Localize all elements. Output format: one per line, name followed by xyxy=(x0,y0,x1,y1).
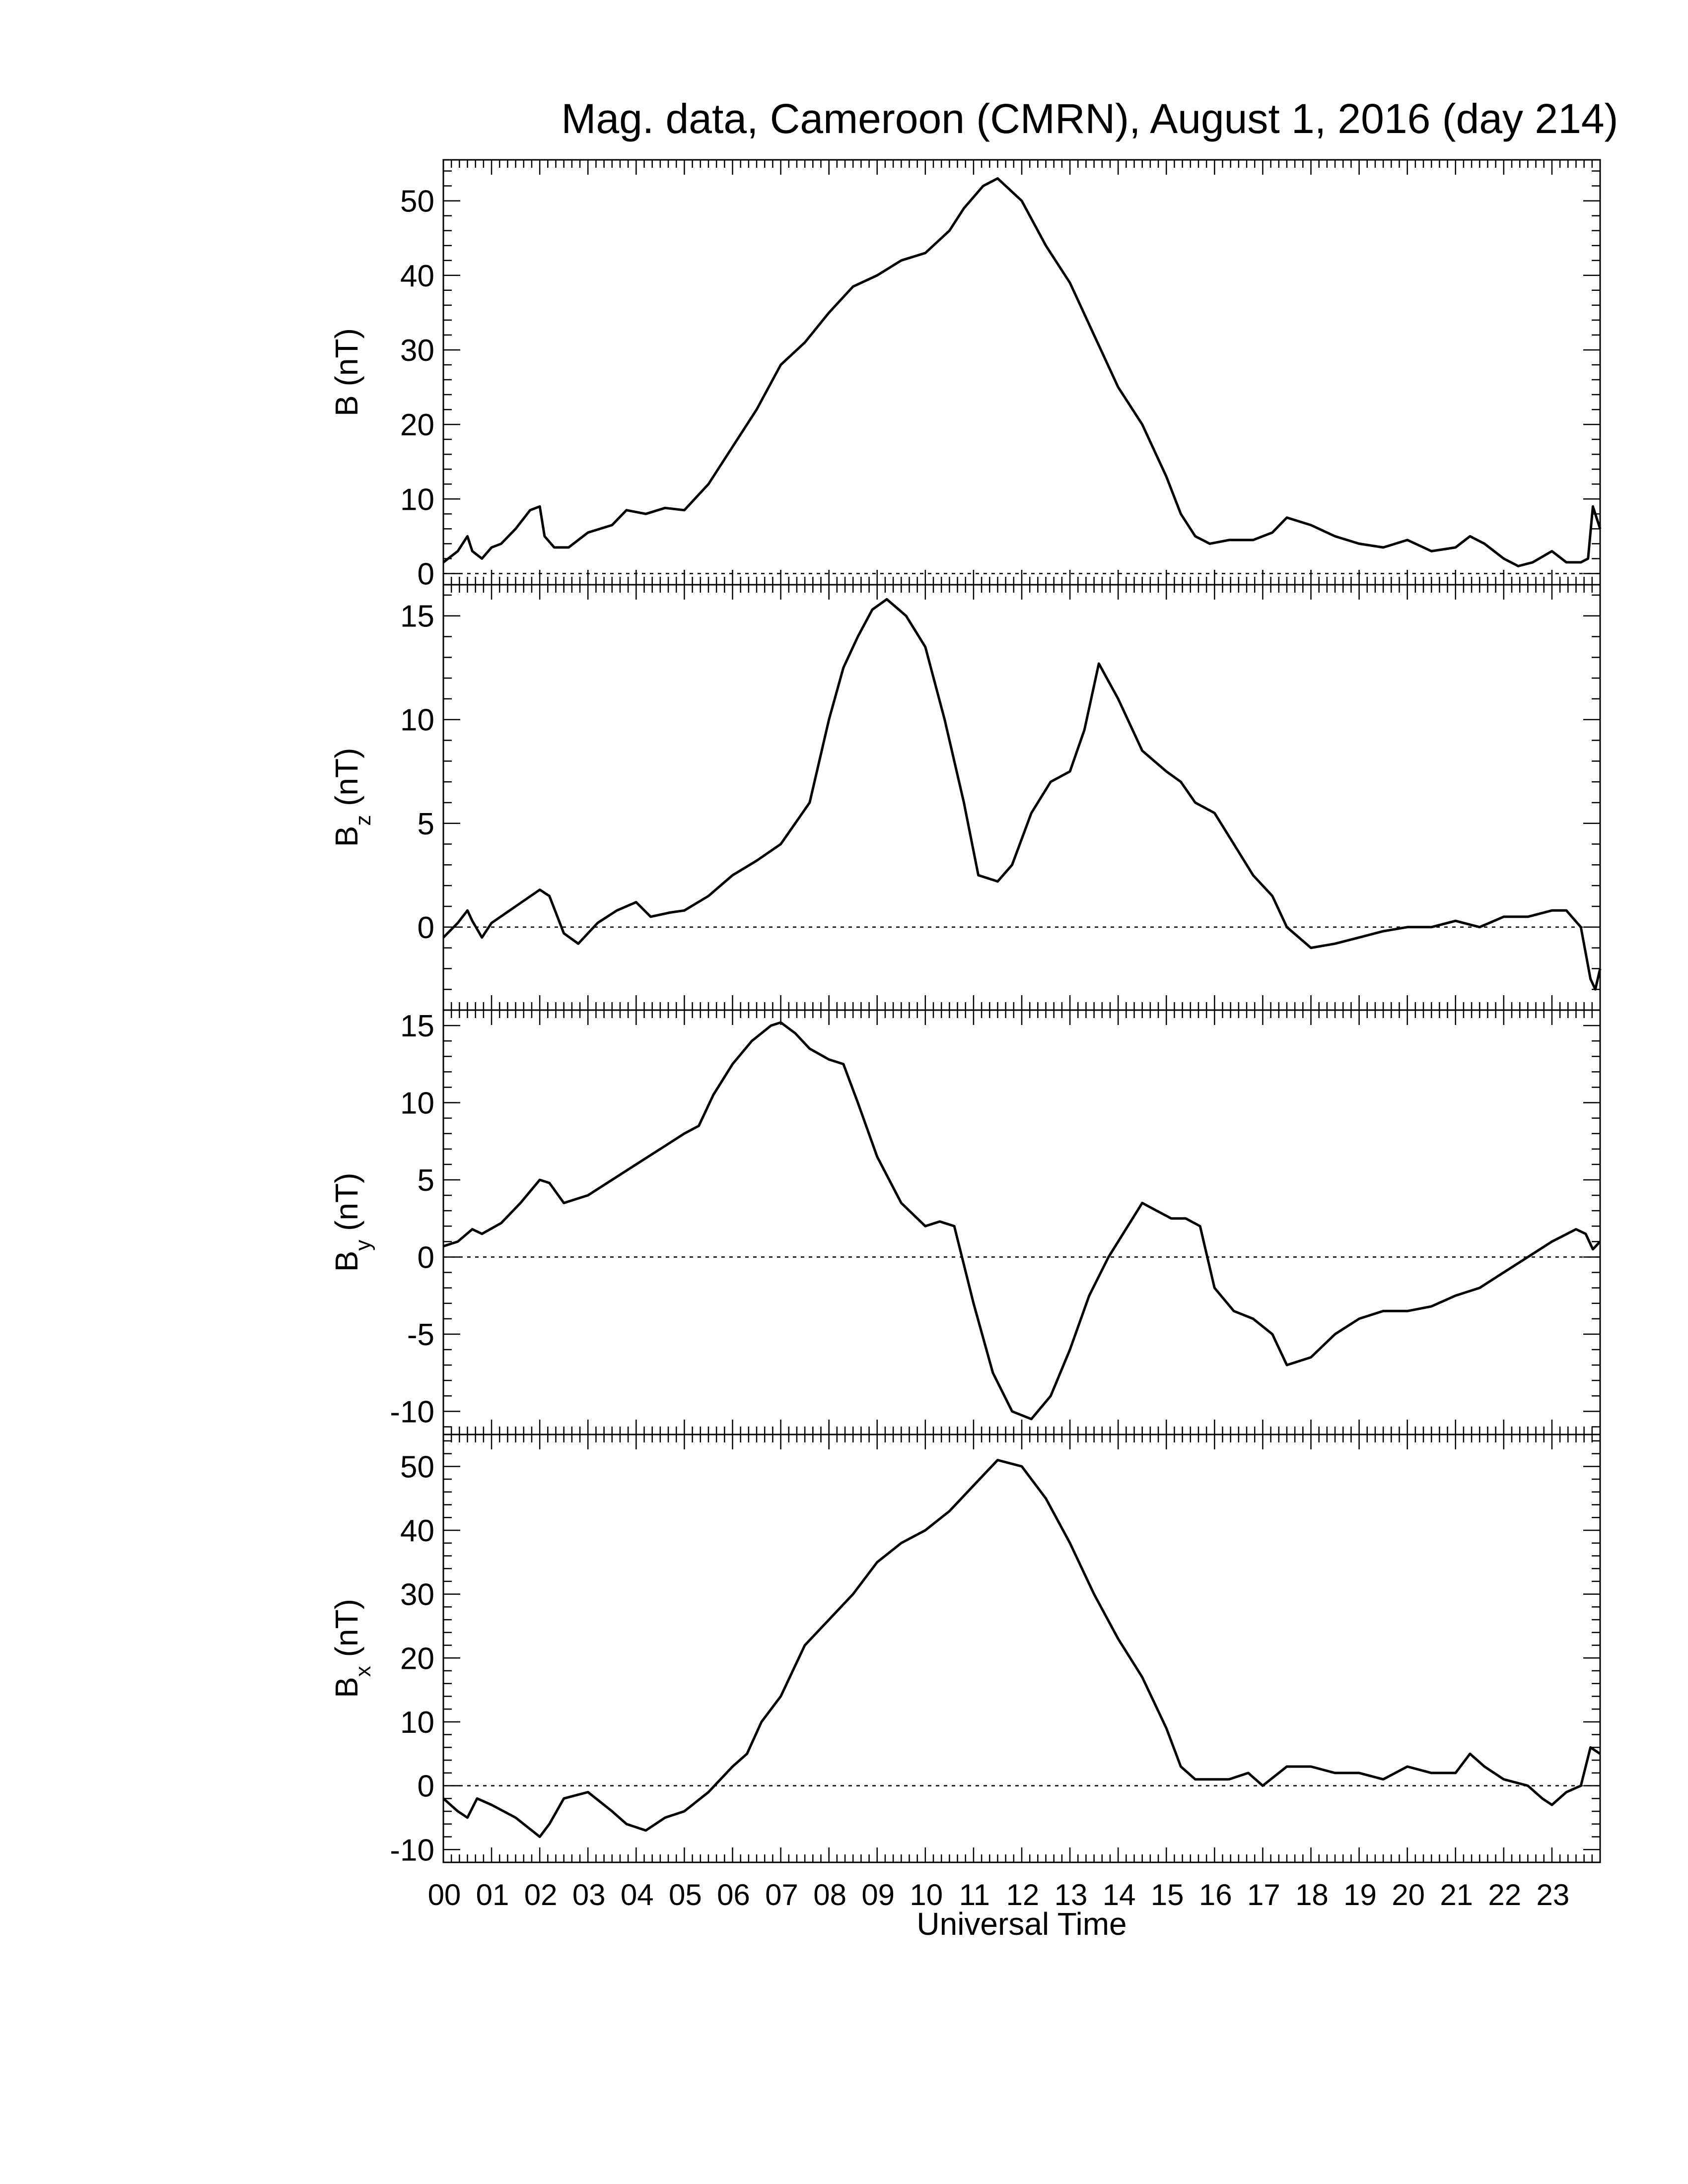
y-tick-label: 0 xyxy=(418,1770,434,1804)
x-tick-label: 21 xyxy=(1440,1878,1473,1911)
y-axis-label-subscript: z xyxy=(351,815,375,826)
y-axis-label-main: B xyxy=(329,1677,364,1698)
y-tick-label: 10 xyxy=(400,703,434,738)
y-tick-label: 10 xyxy=(400,482,434,517)
y-tick-label: -10 xyxy=(390,1833,434,1867)
y-axis-label: Bz (nT) xyxy=(329,748,375,847)
y-tick-label: 15 xyxy=(400,1009,434,1043)
x-tick-label: 15 xyxy=(1151,1878,1184,1911)
y-tick-label: -5 xyxy=(407,1318,434,1352)
y-tick-label: 50 xyxy=(400,1450,434,1484)
x-tick-label: 06 xyxy=(717,1878,750,1911)
x-tick-label: 03 xyxy=(572,1878,606,1911)
x-tick-label: 14 xyxy=(1103,1878,1136,1911)
chart-title: Mag. data, Cameroon (CMRN), August 1, 20… xyxy=(561,95,1618,142)
y-tick-label: 5 xyxy=(418,807,434,841)
x-tick-label: 00 xyxy=(428,1878,461,1911)
y-axis-label: Bx (nT) xyxy=(329,1599,375,1698)
x-tick-label: 11 xyxy=(959,1878,990,1911)
series-line-by xyxy=(443,1021,1601,1421)
x-tick-label: 23 xyxy=(1536,1878,1569,1911)
y-tick-label: 40 xyxy=(400,1514,434,1548)
x-tick-label: 07 xyxy=(765,1878,798,1911)
y-tick-label: 0 xyxy=(418,1240,434,1275)
y-tick-label: 15 xyxy=(400,600,434,634)
y-axis-label-subscript: y xyxy=(351,1240,375,1251)
y-tick-label: 30 xyxy=(400,1578,434,1612)
y-tick-label: 20 xyxy=(400,408,434,442)
panel-bz: 0 5 10 15 Bz (nT) xyxy=(329,584,1602,1011)
y-tick-label: 30 xyxy=(400,334,434,368)
y-tick-label: 10 xyxy=(400,1087,434,1121)
series-line-b xyxy=(442,177,1602,567)
y-axis-label-unit: (nT) xyxy=(329,328,364,395)
x-tick-label: 05 xyxy=(669,1878,702,1911)
series-line-bx xyxy=(442,1459,1601,1838)
x-tick-labels: 00 01 02 03 04 05 06 07 08 09 10 11 12 13 14 15 16 17 18 19… xyxy=(428,1878,1570,1911)
y-tick-label: -10 xyxy=(390,1395,434,1429)
y-tick-label: 40 xyxy=(400,259,434,293)
y-tick-label: 10 xyxy=(400,1706,434,1740)
x-tick-label: 12 xyxy=(1006,1878,1040,1911)
y-tick-label: 50 xyxy=(400,185,434,219)
y-axis-label-unit: (nT) xyxy=(329,748,364,815)
x-tick-label: 18 xyxy=(1295,1878,1329,1911)
x-tick-label: 02 xyxy=(524,1878,558,1911)
y-axis-label-main: B xyxy=(329,1251,364,1272)
x-tick-label: 20 xyxy=(1392,1878,1425,1911)
y-axis-label: By (nT) xyxy=(329,1173,375,1272)
y-tick-label: 0 xyxy=(418,911,434,945)
y-tick-label: 0 xyxy=(418,557,434,591)
y-axis-label-main: B xyxy=(329,395,364,416)
x-tick-label: 10 xyxy=(910,1878,943,1911)
x-tick-label: 16 xyxy=(1199,1878,1232,1911)
x-tick-label: 22 xyxy=(1488,1878,1521,1911)
y-axis-label-subscript: x xyxy=(351,1666,375,1677)
x-tick-label: 01 xyxy=(476,1878,509,1911)
chart-panels: 0 10 20 30 40 50 B (nT) 0 5 10 15 Bz (nT) -10 -5 0 5 10 1… xyxy=(329,159,1602,1867)
y-axis-label-main: B xyxy=(329,826,364,847)
plot-frame xyxy=(442,584,1601,1011)
x-tick-label: 19 xyxy=(1343,1878,1377,1911)
series-line-bz xyxy=(442,598,1602,991)
x-tick-label: 09 xyxy=(861,1878,895,1911)
y-axis-label: B (nT) xyxy=(329,328,364,416)
plot-frame xyxy=(442,1433,1601,1863)
y-axis-label-unit: (nT) xyxy=(329,1599,364,1666)
panel-b: 0 10 20 30 40 50 B (nT) xyxy=(329,159,1602,591)
x-tick-label: 17 xyxy=(1247,1878,1280,1911)
y-tick-label: 5 xyxy=(418,1163,434,1198)
x-tick-label: 13 xyxy=(1055,1878,1088,1911)
plot-frame xyxy=(442,1009,1601,1435)
panel-bx: -10 0 10 20 30 40 50 Bx (nT) xyxy=(329,1433,1601,1867)
panel-by: -10 -5 0 5 10 15 By (nT) xyxy=(329,1009,1601,1435)
x-tick-label: 08 xyxy=(813,1878,846,1911)
x-tick-label: 04 xyxy=(621,1878,654,1911)
y-axis-label-unit: (nT) xyxy=(329,1173,364,1240)
y-tick-label: 20 xyxy=(400,1641,434,1676)
x-axis-label: Universal Time xyxy=(916,1906,1126,1942)
